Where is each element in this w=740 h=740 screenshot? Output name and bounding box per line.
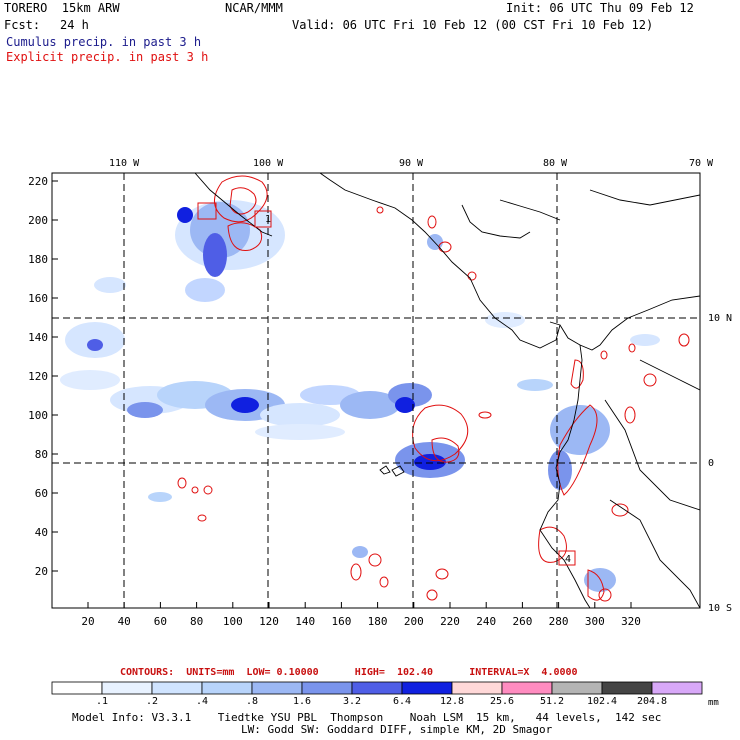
colorbar-label: .8 bbox=[245, 696, 259, 707]
bottom-tick-label: 80 bbox=[189, 615, 204, 628]
bottom-tick-label: 320 bbox=[621, 615, 641, 628]
left-tick-label: 220 bbox=[28, 175, 48, 188]
colorbar-label: 102.4 bbox=[586, 696, 618, 707]
forecast-label: Fcst: bbox=[4, 18, 41, 32]
lon-label-110w: 110 W bbox=[109, 158, 140, 169]
colorbar-swatch bbox=[451, 681, 503, 695]
contours-info: CONTOURS: UNITS=mm LOW= 0.10000 HIGH= 10… bbox=[120, 667, 578, 678]
bottom-tick-label: 220 bbox=[440, 615, 460, 628]
colorbar-label: 12.8 bbox=[439, 696, 465, 707]
left-tick-label: 40 bbox=[34, 526, 48, 539]
model-title: TORERO 15km ARW bbox=[4, 1, 120, 15]
colorbar-swatch bbox=[301, 681, 353, 695]
colorbar-swatch bbox=[501, 681, 553, 695]
colorbar-label: 25.6 bbox=[489, 696, 515, 707]
axis-ticks bbox=[52, 180, 632, 608]
bottom-tick-label: 120 bbox=[259, 615, 279, 628]
colorbar-swatch bbox=[551, 681, 603, 695]
bottom-tick-label: 260 bbox=[512, 615, 533, 628]
lat-label-10n: 10 N bbox=[708, 313, 733, 324]
left-tick-label: 200 bbox=[28, 214, 48, 227]
colorbar-unit: mm bbox=[708, 698, 719, 708]
precip-fields bbox=[52, 173, 700, 608]
forecast-hour: 24 h bbox=[60, 18, 89, 32]
left-tick-label: 60 bbox=[34, 487, 48, 500]
bottom-tick-label: 200 bbox=[403, 615, 424, 628]
lon-label-100w: 100 W bbox=[253, 158, 284, 169]
bottom-tick-label: 100 bbox=[222, 615, 243, 628]
bottom-tick-label: 160 bbox=[331, 615, 352, 628]
left-tick-label: 100 bbox=[28, 409, 48, 422]
valid-time: Valid: 06 UTC Fri 10 Feb 12 (00 CST Fri … bbox=[292, 18, 654, 32]
bottom-tick-label: 280 bbox=[548, 615, 569, 628]
bottom-tick-label: 140 bbox=[295, 615, 316, 628]
colorbar-label: 6.4 bbox=[392, 696, 412, 707]
colorbar-label: .1 bbox=[95, 696, 109, 707]
left-tick-label: 160 bbox=[28, 292, 48, 305]
legend-explicit: Explicit precip. in past 3 h bbox=[6, 50, 209, 64]
colorbar-swatch bbox=[201, 681, 253, 695]
left-tick-label: 140 bbox=[28, 331, 48, 344]
colorbar-label: 204.8 bbox=[636, 696, 668, 707]
colorbar-label: 3.2 bbox=[342, 696, 362, 707]
model-info-line2: LW: Godd SW: Goddard DIFF, simple KM, 2D… bbox=[241, 723, 553, 736]
init-time: Init: 06 UTC Thu 09 Feb 12 bbox=[506, 1, 694, 15]
colorbar-label: .4 bbox=[195, 696, 209, 707]
lat-label-0: 0 bbox=[708, 458, 715, 469]
box-label-1: 1 bbox=[265, 214, 272, 225]
left-tick-label: 80 bbox=[34, 448, 48, 461]
bottom-tick-label: 180 bbox=[367, 615, 388, 628]
legend-cumulus: Cumulus precip. in past 3 h bbox=[6, 35, 202, 49]
map-frame bbox=[51, 172, 701, 609]
org-label: NCAR/MMM bbox=[225, 1, 283, 15]
bottom-tick-label: 300 bbox=[584, 615, 605, 628]
colorbar-swatch bbox=[401, 681, 453, 695]
left-tick-label: 120 bbox=[28, 370, 48, 383]
bottom-tick-label: 20 bbox=[81, 615, 95, 628]
colorbar-swatch bbox=[101, 681, 153, 695]
model-info-line1: Model Info: V3.3.1 Tiedtke YSU PBL Thomp… bbox=[72, 711, 662, 724]
bottom-tick-label: 60 bbox=[153, 615, 168, 628]
coastlines bbox=[194, 173, 700, 608]
colorbar-swatch bbox=[51, 681, 103, 695]
left-tick-label: 180 bbox=[28, 253, 48, 266]
colorbar-swatch bbox=[601, 681, 653, 695]
colorbar-label: 51.2 bbox=[539, 696, 565, 707]
region-boxes bbox=[197, 202, 576, 566]
lat-label-10s: 10 S bbox=[708, 603, 733, 614]
bottom-tick-label: 240 bbox=[476, 615, 497, 628]
colorbar-swatch bbox=[151, 681, 203, 695]
colorbar-swatch bbox=[251, 681, 303, 695]
box-label-4: 4 bbox=[565, 554, 572, 565]
left-tick-label: 20 bbox=[34, 565, 48, 578]
colorbar-label: 1.6 bbox=[292, 696, 312, 707]
lon-label-70w: 70 W bbox=[689, 158, 714, 169]
colorbar-swatch bbox=[651, 681, 703, 695]
lon-label-90w: 90 W bbox=[399, 158, 424, 169]
colorbar-swatch bbox=[351, 681, 403, 695]
lon-label-80w: 80 W bbox=[543, 158, 568, 169]
bottom-tick-label: 40 bbox=[117, 615, 131, 628]
colorbar-label: .2 bbox=[145, 696, 159, 707]
graticule bbox=[52, 173, 700, 608]
